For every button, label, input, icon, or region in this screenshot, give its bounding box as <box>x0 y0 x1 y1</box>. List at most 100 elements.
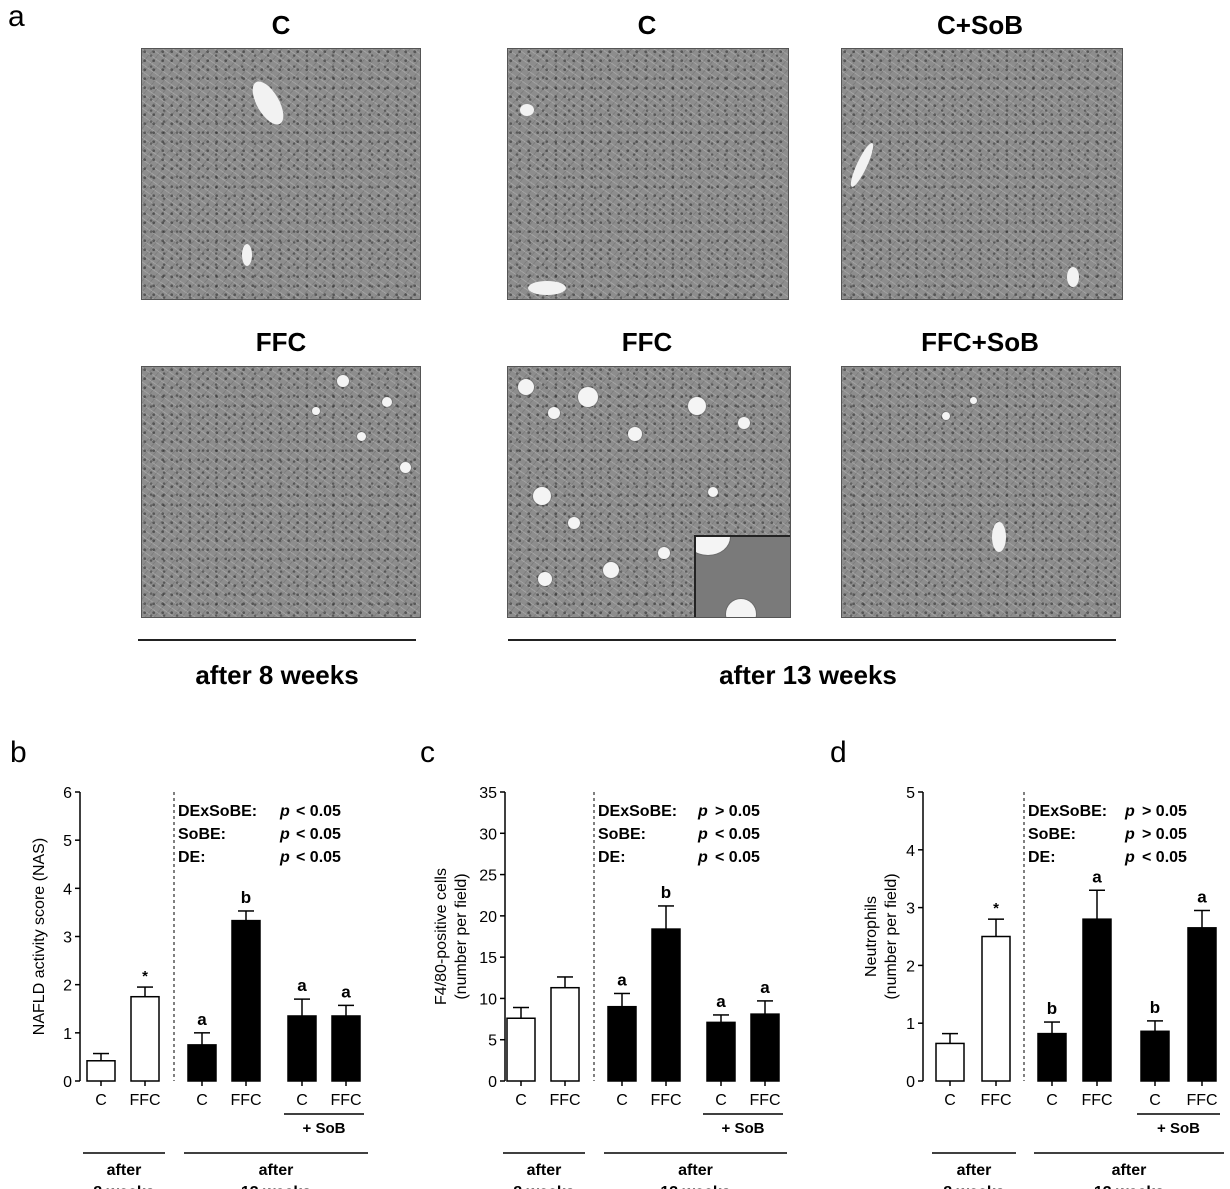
x-tick-label: FFC <box>749 1092 780 1109</box>
micrograph-ffc-sob <box>841 366 1121 618</box>
x-tick-label: C <box>1149 1092 1161 1109</box>
sob-label: + SoB <box>722 1120 765 1137</box>
x-tick-label: C <box>515 1092 527 1109</box>
group-label-8w: 8 weeks <box>93 1184 154 1189</box>
stat-p: p <box>697 803 708 820</box>
panel-letter-d: d <box>830 736 847 769</box>
bar-6 <box>750 1013 780 1082</box>
y-tick-label: 0 <box>488 1074 497 1091</box>
significance-label: a <box>341 982 351 1001</box>
stat-value: < 0.05 <box>296 826 341 843</box>
stat-label: DE: <box>598 849 626 866</box>
image-title-ffc-13w: FFC <box>621 327 673 357</box>
bar-4 <box>231 919 261 1082</box>
y-tick-label: 5 <box>488 1033 497 1050</box>
significance-label: a <box>760 978 770 997</box>
y-tick-label: 4 <box>906 843 915 860</box>
stat-p: p <box>1124 849 1135 866</box>
group-label-8w: 8 weeks <box>943 1184 1004 1189</box>
x-tick-label: FFC <box>330 1092 361 1109</box>
significance-label: * <box>993 900 999 917</box>
x-tick-label: C <box>715 1092 727 1109</box>
stat-value: < 0.05 <box>296 849 341 866</box>
stat-label: DExSoBE: <box>598 803 677 820</box>
image-title-ffc-sob: FFC+SoB <box>921 327 1039 357</box>
group-label-13w: 13 weeks <box>1094 1184 1164 1189</box>
x-tick-label: FFC <box>549 1092 580 1109</box>
bar-3 <box>187 1044 217 1082</box>
y-tick-label: 30 <box>479 826 497 843</box>
y-tick-label: 2 <box>63 978 72 995</box>
significance-label: b <box>1150 998 1160 1017</box>
group-label-13w: 13 weeks <box>660 1184 730 1189</box>
bar-4 <box>651 928 681 1082</box>
bar-3 <box>607 1005 637 1082</box>
y-tick-label: 4 <box>63 881 72 898</box>
bar-3 <box>1037 1032 1067 1082</box>
y-axis-label: (number per field) <box>883 873 900 999</box>
significance-label: b <box>241 888 251 907</box>
bar-2 <box>981 935 1011 1082</box>
group-label-13w: after <box>259 1162 294 1179</box>
y-axis-label: F4/80-positive cells <box>433 868 450 1005</box>
stat-p: p <box>279 826 290 843</box>
sob-label: + SoB <box>1157 1120 1200 1137</box>
significance-label: a <box>617 970 627 989</box>
group-label-8w: 8 weeks <box>513 1184 574 1189</box>
significance-label: a <box>1092 867 1102 886</box>
group-label-13w: after 13 weeks <box>719 660 897 690</box>
micrograph-c-sob <box>841 48 1123 300</box>
significance-label: b <box>661 883 671 902</box>
y-tick-label: 3 <box>906 901 915 918</box>
bar-1 <box>506 1017 536 1082</box>
group-line-13w <box>508 639 1116 641</box>
bar-1 <box>86 1060 116 1082</box>
stat-label: DE: <box>178 849 206 866</box>
x-tick-label: FFC <box>650 1092 681 1109</box>
x-tick-label: FFC <box>230 1092 261 1109</box>
stat-value: > 0.05 <box>715 803 760 820</box>
x-tick-label: FFC <box>1186 1092 1217 1109</box>
stat-label: DExSoBE: <box>178 803 257 820</box>
x-tick-label: C <box>95 1092 107 1109</box>
panel-letter-a: a <box>8 0 25 33</box>
stat-label: SoBE: <box>1028 826 1076 843</box>
group-label-13w: 13 weeks <box>241 1184 311 1189</box>
bar-2 <box>550 986 580 1082</box>
micrograph-ffc-8w <box>141 366 421 618</box>
stat-p: p <box>279 803 290 820</box>
magnified-inset <box>694 535 790 617</box>
group-line-8w <box>138 639 416 641</box>
significance-label: a <box>297 976 307 995</box>
image-title-ffc-8w: FFC <box>255 327 307 357</box>
stat-p: p <box>1124 826 1135 843</box>
group-label-13w: after <box>678 1162 713 1179</box>
y-tick-label: 10 <box>479 991 497 1008</box>
x-tick-label: C <box>616 1092 628 1109</box>
y-tick-label: 25 <box>479 868 497 885</box>
significance-label: a <box>197 1010 207 1029</box>
y-axis-label: NAFLD activity score (NAS) <box>31 838 48 1035</box>
significance-label: * <box>142 968 148 985</box>
stat-label: DExSoBE: <box>1028 803 1107 820</box>
bar-4 <box>1082 918 1112 1082</box>
significance-label: a <box>1197 887 1207 906</box>
x-tick-label: C <box>196 1092 208 1109</box>
y-tick-label: 0 <box>906 1074 915 1091</box>
stat-label: SoBE: <box>178 826 226 843</box>
bar-6 <box>1187 927 1217 1082</box>
chart-b: b 0 1 2 3 4 5 6 NAFLD activity score (NAS) DExSoB… <box>10 736 368 1189</box>
stat-value: < 0.05 <box>715 826 760 843</box>
y-tick-label: 15 <box>479 950 497 967</box>
image-title-c-sob: C+SoB <box>937 10 1023 40</box>
x-tick-label: C <box>1046 1092 1058 1109</box>
stat-value: > 0.05 <box>1142 826 1187 843</box>
sob-label: + SoB <box>303 1120 346 1137</box>
y-tick-label: 5 <box>63 833 72 850</box>
micrograph-c-13w <box>507 48 789 300</box>
stat-p: p <box>1124 803 1135 820</box>
x-tick-label: FFC <box>1081 1092 1112 1109</box>
y-tick-label: 20 <box>479 909 497 926</box>
y-axis-label: (number per field) <box>453 873 470 999</box>
bar-2 <box>130 995 160 1082</box>
